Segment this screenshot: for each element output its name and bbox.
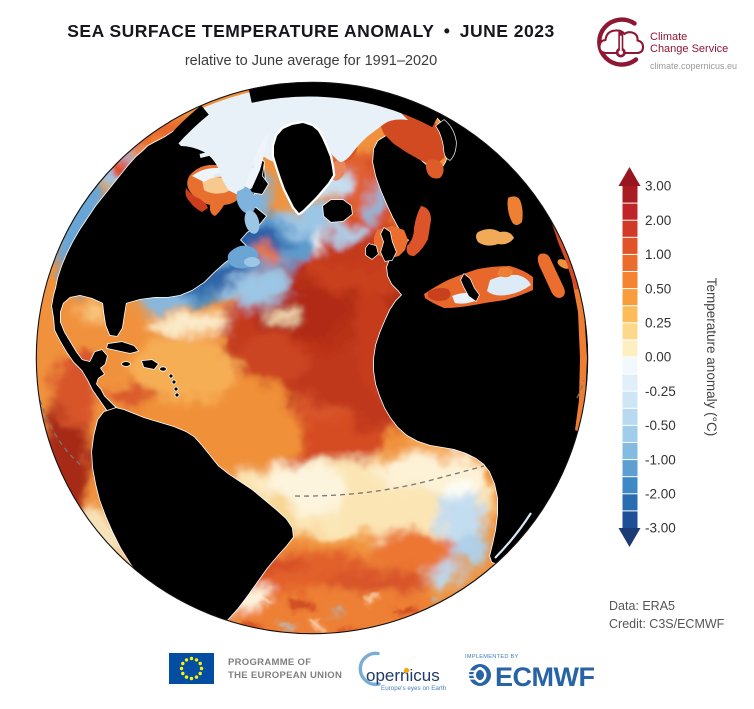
svg-text:Temperature anomaly (°C): Temperature anomaly (°C): [704, 278, 719, 436]
svg-text:SEA SURFACE TEMPERATURE ANOMAL: SEA SURFACE TEMPERATURE ANOMALY • JUNE 2…: [67, 21, 554, 41]
svg-text:relative to June average for 1: relative to June average for 1991–2020: [185, 53, 437, 69]
svg-text:-1.00: -1.00: [645, 452, 676, 467]
svg-text:0.50: 0.50: [645, 281, 671, 296]
svg-text:ECMWF: ECMWF: [495, 662, 594, 692]
svg-text:-2.00: -2.00: [645, 487, 676, 502]
svg-text:Data: ERA5: Data: ERA5: [609, 599, 675, 613]
svg-text:opernicus: opernicus: [366, 666, 440, 685]
svg-text:Europe's eyes on Earth: Europe's eyes on Earth: [381, 685, 447, 692]
svg-text:-3.00: -3.00: [645, 521, 676, 536]
svg-text:-0.25: -0.25: [645, 384, 676, 399]
svg-text:PROGRAMME OF: PROGRAMME OF: [228, 657, 311, 668]
svg-text:2.00: 2.00: [645, 213, 671, 228]
svg-text:Credit: C3S/ECMWF: Credit: C3S/ECMWF: [609, 617, 725, 631]
svg-text:Climate: Climate: [650, 31, 687, 43]
svg-text:Change Service: Change Service: [650, 43, 728, 55]
svg-text:0.00: 0.00: [645, 350, 671, 365]
svg-text:3.00: 3.00: [645, 179, 671, 194]
svg-text:climate.copernicus.eu: climate.copernicus.eu: [650, 61, 737, 71]
svg-text:0.25: 0.25: [645, 316, 671, 331]
svg-text:1.00: 1.00: [645, 247, 671, 262]
svg-text:-0.50: -0.50: [645, 418, 676, 433]
svg-text:THE EUROPEAN UNION: THE EUROPEAN UNION: [228, 670, 342, 681]
svg-text:IMPLEMENTED BY: IMPLEMENTED BY: [465, 654, 519, 660]
